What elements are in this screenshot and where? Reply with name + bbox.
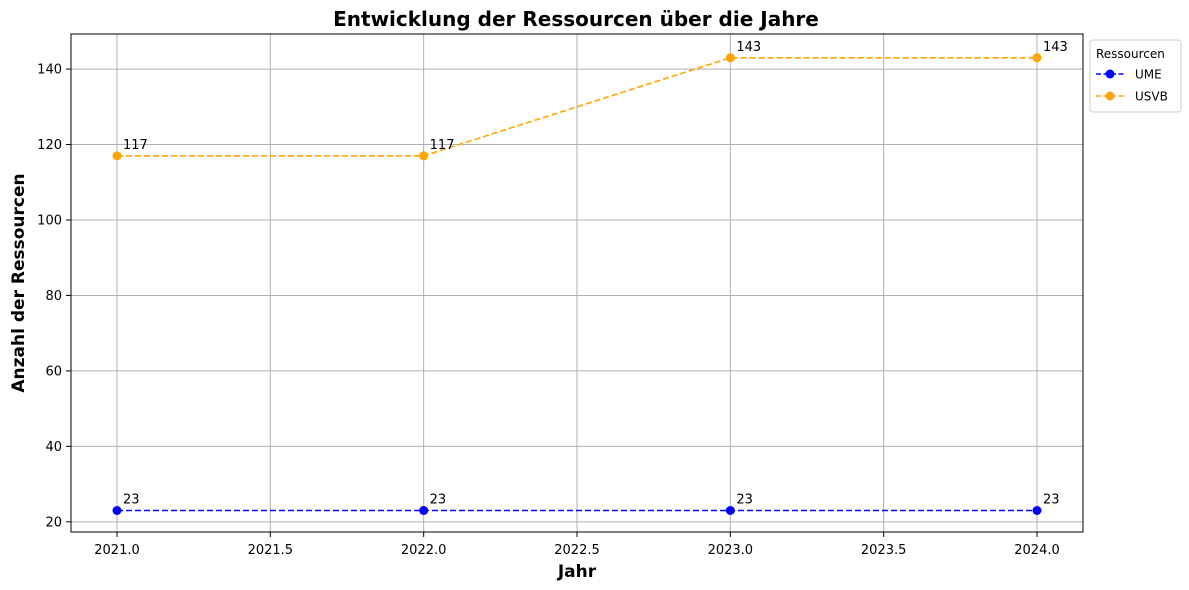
x-tick-label: 2022.5	[554, 543, 600, 558]
axis-ticks: 2021.0 2021.5 2022.0 2022.5 2023.0 2023.5 2024…	[37, 63, 1060, 558]
y-tick-label: 40	[45, 440, 62, 455]
legend-label-usvb: USVB	[1135, 90, 1168, 104]
grid	[71, 34, 1083, 532]
legend-label-ume: UME	[1135, 68, 1162, 82]
legend-title: Ressourcen	[1096, 47, 1165, 61]
series-ume: 23 23 23 23	[112, 492, 1060, 515]
data-point-ume	[1032, 505, 1042, 515]
legend-marker-ume	[1105, 69, 1115, 79]
x-tick-label: 2023.5	[861, 543, 907, 558]
y-tick-label: 120	[37, 138, 62, 153]
data-point-usvb	[1032, 53, 1042, 63]
data-point-ume	[419, 505, 429, 515]
y-tick-label: 100	[37, 213, 62, 228]
x-tick-label: 2021.5	[248, 543, 294, 558]
legend-marker-usvb	[1105, 91, 1115, 101]
data-label-ume: 23	[736, 492, 753, 507]
data-point-ume	[112, 505, 122, 515]
x-tick-label: 2024.0	[1014, 543, 1060, 558]
x-axis-label: Jahr	[557, 562, 597, 582]
data-point-usvb	[419, 151, 429, 161]
y-tick-label: 140	[37, 63, 62, 78]
series-layer: 23 23 23 23 117 117 143 143	[112, 40, 1068, 515]
x-tick-label: 2021.0	[94, 543, 140, 558]
series-line-usvb	[117, 56, 1037, 157]
data-label-ume: 23	[430, 492, 447, 507]
data-label-usvb: 117	[123, 138, 148, 153]
y-axis-label: Anzahl der Ressourcen	[9, 173, 29, 392]
series-usvb: 117 117 143 143	[112, 40, 1068, 161]
y-tick-label: 20	[45, 515, 62, 530]
x-tick-label: 2022.0	[401, 543, 447, 558]
y-tick-label: 60	[45, 364, 62, 379]
data-label-usvb: 143	[1043, 40, 1068, 55]
data-label-usvb: 117	[430, 138, 455, 153]
data-point-usvb	[112, 151, 122, 161]
data-label-ume: 23	[123, 492, 140, 507]
data-label-ume: 23	[1043, 492, 1060, 507]
x-tick-label: 2023.0	[708, 543, 754, 558]
data-label-usvb: 143	[736, 40, 761, 55]
y-tick-label: 80	[45, 289, 62, 304]
chart-title: Entwicklung der Ressourcen über die Jahr…	[333, 7, 819, 31]
data-point-ume	[725, 505, 735, 515]
legend: Ressourcen UME USVB	[1089, 39, 1182, 113]
data-point-usvb	[725, 53, 735, 63]
